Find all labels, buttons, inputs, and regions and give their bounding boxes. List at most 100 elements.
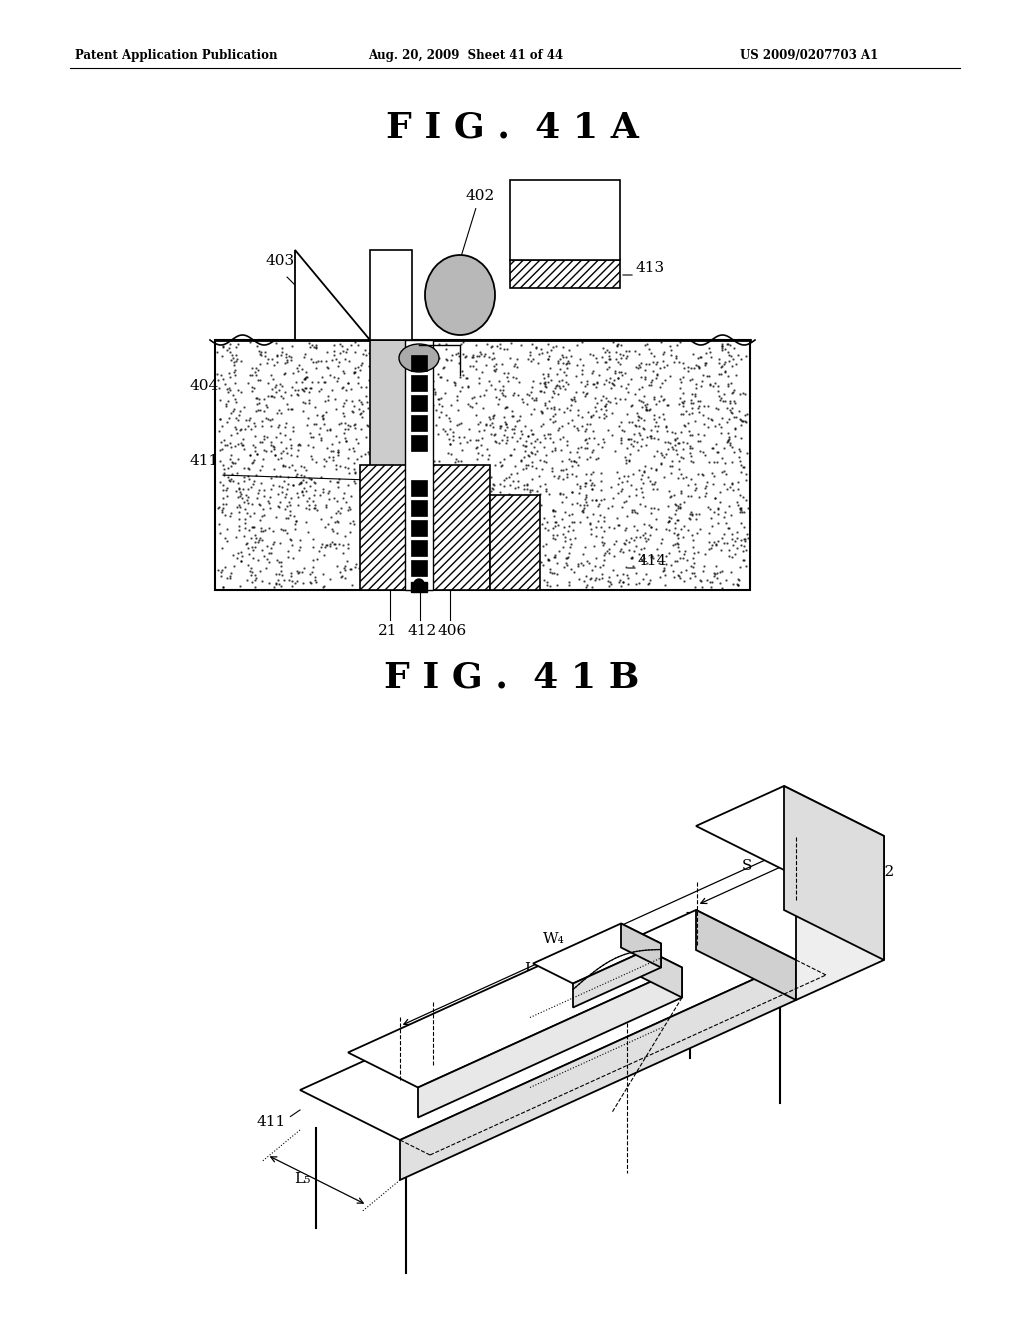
- Point: [442, 444, 459, 465]
- Point: [465, 345, 481, 366]
- Point: [552, 483, 568, 504]
- Point: [289, 561, 305, 582]
- Point: [267, 426, 284, 447]
- Point: [543, 370, 559, 391]
- Point: [431, 366, 447, 387]
- Point: [438, 348, 455, 370]
- Point: [287, 513, 303, 535]
- Point: [694, 364, 711, 385]
- Point: [354, 517, 371, 539]
- Point: [270, 449, 287, 470]
- Point: [622, 412, 638, 433]
- Point: [312, 428, 329, 449]
- Point: [529, 480, 546, 502]
- Point: [499, 417, 515, 438]
- Point: [691, 358, 708, 379]
- Point: [420, 512, 436, 533]
- Polygon shape: [696, 785, 884, 876]
- Point: [371, 426, 387, 447]
- Point: [420, 378, 436, 399]
- Point: [484, 513, 501, 535]
- Point: [383, 492, 399, 513]
- Point: [669, 532, 685, 553]
- Point: [569, 355, 586, 376]
- Point: [341, 462, 357, 483]
- Point: [632, 527, 648, 548]
- Point: [604, 372, 621, 393]
- Point: [335, 360, 351, 381]
- Point: [580, 433, 596, 454]
- Point: [719, 397, 735, 418]
- Point: [542, 428, 558, 449]
- Point: [449, 570, 465, 591]
- Point: [554, 370, 570, 391]
- Point: [497, 475, 513, 496]
- Point: [565, 416, 582, 437]
- Point: [669, 550, 685, 572]
- Point: [372, 556, 388, 577]
- Point: [276, 455, 293, 477]
- Point: [634, 549, 650, 570]
- Point: [694, 465, 711, 486]
- Point: [714, 363, 730, 384]
- Point: [318, 401, 335, 422]
- Point: [578, 577, 594, 598]
- Point: [692, 570, 709, 591]
- Point: [291, 433, 307, 454]
- Point: [240, 492, 256, 513]
- Point: [375, 432, 391, 453]
- Point: [394, 533, 411, 554]
- Point: [455, 331, 471, 352]
- Point: [270, 573, 287, 594]
- Point: [536, 372, 552, 393]
- Point: [529, 428, 546, 449]
- Point: [499, 367, 515, 388]
- Point: [474, 428, 490, 449]
- Point: [306, 479, 323, 500]
- Point: [509, 462, 525, 483]
- Point: [563, 511, 580, 532]
- Point: [621, 341, 637, 362]
- Point: [442, 395, 459, 416]
- Point: [518, 474, 535, 495]
- Point: [513, 420, 529, 441]
- Point: [397, 422, 414, 444]
- Point: [621, 449, 637, 470]
- Point: [685, 343, 701, 364]
- Point: [671, 541, 687, 562]
- Point: [514, 424, 530, 445]
- Point: [601, 372, 617, 393]
- Point: [647, 393, 664, 414]
- Point: [555, 352, 571, 374]
- Point: [323, 506, 339, 527]
- Point: [229, 348, 246, 370]
- Point: [498, 420, 514, 441]
- Point: [607, 392, 624, 413]
- Point: [625, 463, 641, 484]
- Point: [631, 379, 647, 400]
- Point: [524, 451, 541, 473]
- Point: [370, 508, 386, 529]
- Point: [545, 412, 561, 433]
- Point: [474, 362, 490, 383]
- Point: [222, 334, 239, 355]
- Point: [586, 374, 602, 395]
- Point: [228, 422, 245, 444]
- Point: [558, 430, 574, 451]
- Point: [305, 437, 322, 458]
- Point: [269, 549, 286, 570]
- Point: [261, 573, 278, 594]
- Point: [726, 407, 742, 428]
- Point: [596, 544, 612, 565]
- Point: [641, 513, 657, 535]
- Point: [609, 483, 626, 504]
- Point: [717, 351, 733, 372]
- Point: [393, 408, 410, 429]
- Point: [218, 393, 234, 414]
- Point: [574, 500, 591, 521]
- Point: [322, 536, 338, 557]
- Point: [331, 351, 347, 372]
- Point: [626, 430, 642, 451]
- Point: [509, 356, 525, 378]
- Point: [279, 393, 295, 414]
